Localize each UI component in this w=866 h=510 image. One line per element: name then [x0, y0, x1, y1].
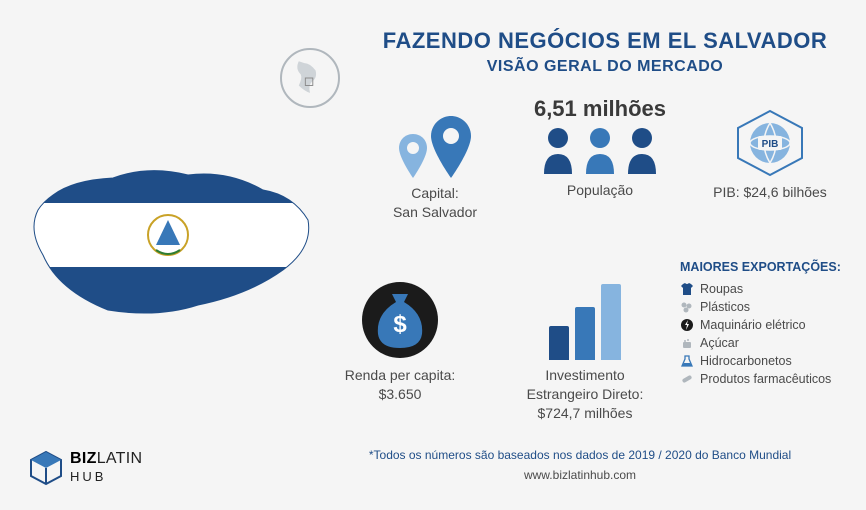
people-icon — [520, 126, 680, 174]
logo-hex-icon — [28, 450, 64, 486]
country-map — [18, 140, 318, 330]
page-subtitle: VISÃO GERAL DO MERCADO — [370, 58, 840, 76]
exports-heading: MAIORES EXPORTAÇÕES: — [680, 260, 860, 274]
svg-text:PIB: PIB — [762, 139, 779, 150]
stat-fdi: Investimento Estrangeiro Direto: $724,7 … — [500, 280, 670, 423]
export-item: Produtos farmacêuticos — [680, 372, 860, 386]
globe-icon — [280, 48, 340, 108]
export-label: Hidrocarbonetos — [700, 354, 792, 368]
stat-capital: Capital: San Salvador — [370, 108, 500, 222]
moneybag-icon: $ — [310, 280, 490, 360]
pill-icon — [680, 372, 694, 386]
export-label: Maquinário elétrico — [700, 318, 806, 332]
export-item: Roupas — [680, 282, 860, 296]
footnote: *Todos os números são baseados nos dados… — [300, 448, 860, 462]
income-label: Renda per capita: $3.650 — [310, 366, 490, 404]
bars-icon — [500, 280, 670, 360]
bar — [549, 326, 569, 360]
logo-text: BIZLATIN HUB — [70, 450, 142, 486]
export-label: Produtos farmacêuticos — [700, 372, 831, 386]
shirt-icon — [680, 282, 694, 296]
gdp-label: PIB: $24,6 bilhões — [695, 184, 845, 200]
gdp-icon: PIB — [695, 108, 845, 178]
export-label: Plásticos — [700, 300, 750, 314]
capital-label: Capital: San Salvador — [370, 184, 500, 222]
stat-gdp: PIB PIB: $24,6 bilhões — [695, 108, 845, 200]
bar — [601, 284, 621, 360]
population-label: População — [520, 182, 680, 198]
fdi-label: Investimento Estrangeiro Direto: $724,7 … — [500, 366, 670, 423]
sugar-icon — [680, 336, 694, 350]
export-item: Açúcar — [680, 336, 860, 350]
population-value: 6,51 milhões — [520, 96, 680, 122]
stat-income: $ Renda per capita: $3.650 — [310, 280, 490, 404]
flask-icon — [680, 354, 694, 368]
pin-icon — [370, 108, 500, 178]
page-title: FAZENDO NEGÓCIOS EM EL SALVADOR — [370, 28, 840, 54]
export-item: Hidrocarbonetos — [680, 354, 860, 368]
export-item: Maquinário elétrico — [680, 318, 860, 332]
plastic-icon — [680, 300, 694, 314]
stat-population: 6,51 milhões População — [520, 96, 680, 198]
bar — [575, 307, 595, 360]
export-label: Açúcar — [700, 336, 739, 350]
export-item: Plásticos — [680, 300, 860, 314]
exports-block: MAIORES EXPORTAÇÕES: Roupas Plásticos Maqu… — [680, 260, 860, 390]
website-url: www.bizlatinhub.com — [300, 468, 860, 482]
svg-text:$: $ — [393, 311, 407, 338]
export-label: Roupas — [700, 282, 743, 296]
logo: BIZLATIN HUB — [28, 450, 142, 486]
bolt-icon — [680, 318, 694, 332]
